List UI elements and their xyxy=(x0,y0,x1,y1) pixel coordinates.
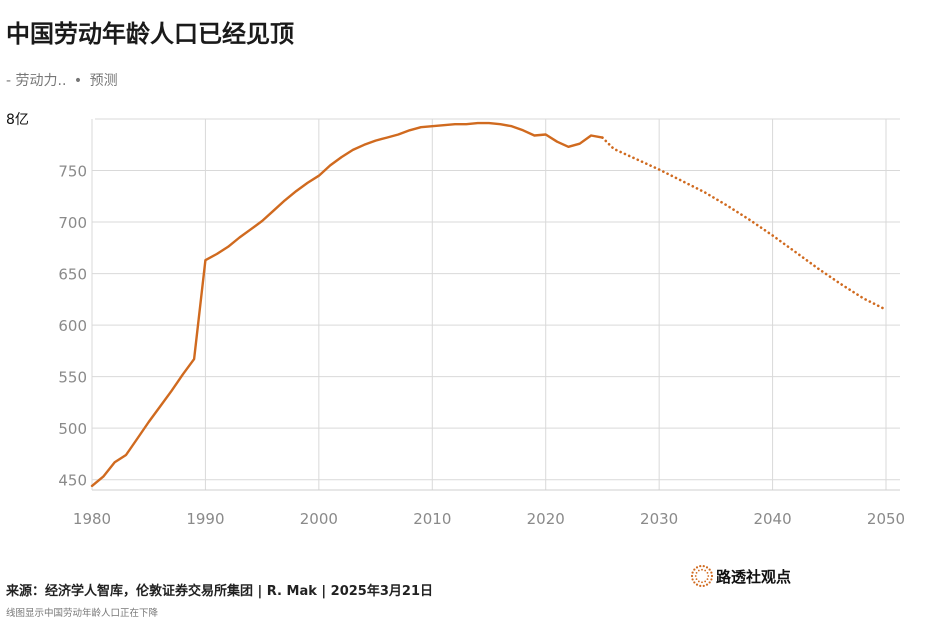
brand-name: 路透社观点 xyxy=(716,567,792,586)
x-tick-label: 1990 xyxy=(186,510,224,528)
reuters-dots-icon xyxy=(690,565,714,587)
y-tick-label: 750 xyxy=(58,163,87,181)
x-tick-label: 2040 xyxy=(753,510,791,528)
x-tick-label: 2000 xyxy=(300,510,338,528)
y-tick-label: 650 xyxy=(58,266,87,284)
x-tick-label: 1980 xyxy=(73,510,111,528)
legend-separator: • xyxy=(73,73,83,89)
x-tick-label: 2010 xyxy=(413,510,451,528)
forecast-series-line xyxy=(601,136,888,311)
legend-dash: - xyxy=(6,73,12,89)
x-tick-label: 2020 xyxy=(527,510,565,528)
actual-series-line xyxy=(90,121,604,488)
reuters-breakingviews-logo: 路透社观点 xyxy=(690,564,791,588)
source-note: 来源：经济学人智库，伦敦证券交易所集团 | R. Mak | 2025年3月21… xyxy=(6,584,433,599)
y-axis-unit-label: 8亿 xyxy=(6,112,29,128)
chart-title: 中国劳动年龄人口已经见顶 xyxy=(6,20,294,48)
chart-caption: 线图显示中国劳动年龄人口正在下降 xyxy=(6,608,159,619)
y-tick-label: 500 xyxy=(58,420,87,438)
y-tick-label: 450 xyxy=(58,472,87,490)
x-tick-label: 2030 xyxy=(640,510,678,528)
legend-actual-label: 劳动力.. xyxy=(15,73,67,89)
y-tick-label: 550 xyxy=(58,369,87,387)
chart-legend: - 劳动力.. • 预测 xyxy=(6,70,118,90)
legend-forecast-label: 预测 xyxy=(89,73,118,89)
x-tick-label: 2050 xyxy=(867,510,905,528)
y-tick-label: 600 xyxy=(58,317,87,335)
y-tick-label: 700 xyxy=(58,214,87,232)
